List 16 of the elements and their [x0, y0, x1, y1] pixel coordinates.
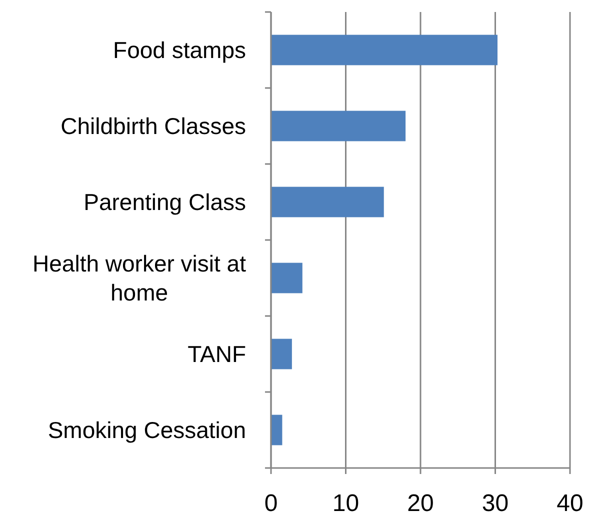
y-tick-label: Childbirth Classes — [60, 113, 246, 139]
bar — [271, 110, 406, 142]
y-tick-label: TANF — [188, 341, 246, 367]
y-tick-label: Food stamps — [113, 37, 246, 63]
x-tick-label: 30 — [482, 490, 509, 515]
bar — [271, 338, 292, 370]
bar — [271, 186, 384, 218]
x-tick-label: 20 — [407, 490, 434, 515]
x-tick-label: 40 — [556, 490, 584, 515]
bar — [271, 262, 302, 294]
y-tick-label: Health worker visit at home — [32, 250, 247, 306]
y-tick-label: Smoking Cessation — [48, 417, 246, 443]
x-tick-label: 10 — [332, 490, 360, 515]
x-tick-label: 0 — [264, 490, 278, 515]
y-tick-label: Parenting Class — [84, 189, 246, 215]
bar — [271, 34, 498, 66]
